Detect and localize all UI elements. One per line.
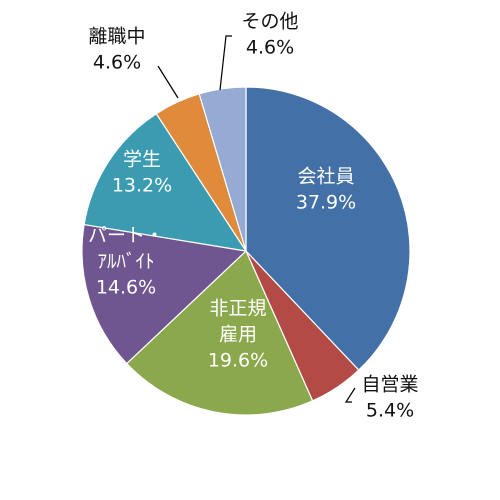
leader-line-rishoku bbox=[157, 65, 179, 99]
slice-value-part: 14.6% bbox=[96, 277, 156, 299]
slice-value-sonota: 4.6% bbox=[246, 37, 294, 59]
slice-value-gakusei: 13.2% bbox=[112, 175, 172, 197]
slice-name-jieigyo: 自営業 bbox=[361, 374, 418, 396]
slice-name-hiseiki: 非正規 bbox=[209, 298, 266, 320]
slice-value-hiseiki: 19.6% bbox=[208, 350, 268, 372]
slice-name-rishoku: 離職中 bbox=[88, 26, 145, 48]
slice-label-jieigyo: 自営業 5.4% bbox=[361, 374, 418, 422]
pie-slice-gakusei bbox=[83, 112, 248, 252]
slice-value-kaishain: 37.9% bbox=[296, 192, 356, 214]
slice-label-gakusei: 学生 13.2% bbox=[112, 149, 172, 197]
pie-slice-sonota bbox=[198, 86, 247, 252]
slice-name-part: パート・ bbox=[88, 225, 164, 247]
slice-name-gakusei: 学生 bbox=[123, 149, 161, 171]
leader-line-jieigyo bbox=[344, 387, 356, 403]
slice-label-part: パート・ ｱﾙﾊﾞｲﾄ 14.6% bbox=[88, 225, 164, 299]
slice-label-rishoku: 離職中 4.6% bbox=[88, 26, 145, 74]
slice-name-hiseiki: 雇用 bbox=[219, 324, 257, 346]
slice-name-kaishain: 会社員 bbox=[297, 166, 354, 188]
slice-value-jieigyo: 5.4% bbox=[366, 400, 414, 422]
slice-label-kaishain: 会社員 37.9% bbox=[296, 166, 356, 214]
pie-slice-kaishain bbox=[245, 86, 411, 371]
leader-line-sonota bbox=[219, 35, 232, 91]
slice-label-sonota: その他 4.6% bbox=[241, 11, 298, 59]
slice-name-sonota: その他 bbox=[241, 11, 298, 33]
pie-slice-hiseiki bbox=[125, 249, 314, 416]
pie-slice-part bbox=[81, 223, 248, 365]
slice-label-hiseiki: 非正規雇用 19.6% bbox=[208, 298, 268, 372]
slice-value-rishoku: 4.6% bbox=[93, 52, 141, 74]
slice-name-part: ｱﾙﾊﾞｲﾄ bbox=[97, 251, 154, 273]
